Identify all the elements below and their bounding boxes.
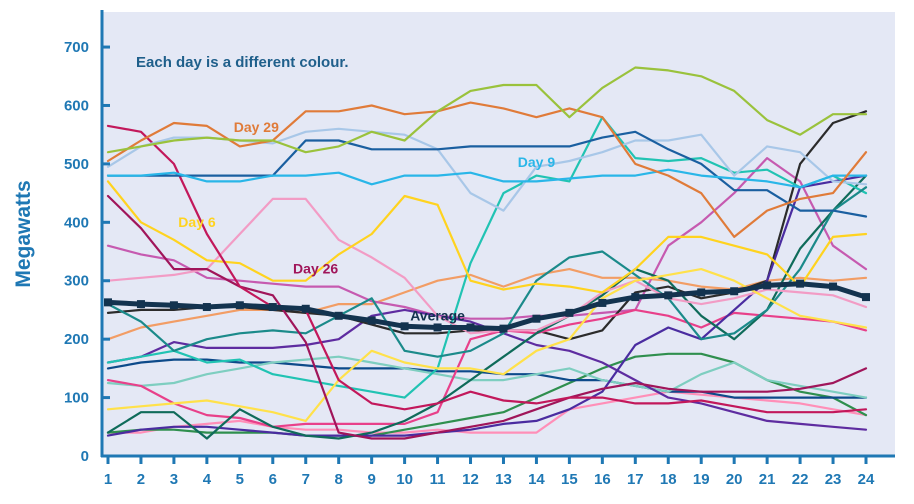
x-tick-label: 1 [104, 471, 112, 488]
series-line-13 [106, 174, 868, 440]
y-tick-label: 700 [64, 39, 89, 56]
average-marker [169, 301, 178, 310]
average-marker [598, 298, 607, 307]
average-marker [532, 314, 541, 323]
series-label-day-9: Day 9 [518, 154, 556, 170]
y-tick-label: 300 [64, 273, 89, 290]
average-marker [334, 311, 343, 320]
series-line-4 [106, 130, 868, 218]
average-marker [829, 282, 838, 291]
average-marker [433, 323, 442, 332]
average-line [105, 281, 869, 332]
x-tick-label: 14 [528, 471, 545, 488]
average-marker [466, 323, 475, 332]
x-tick-label: 13 [495, 471, 512, 488]
series-line-6 [106, 124, 868, 414]
series-line-18 [106, 157, 868, 320]
y-tick-label: 400 [64, 214, 89, 231]
series-label-average: Average [410, 307, 465, 323]
average-marker [202, 303, 211, 312]
x-tick-label: 23 [825, 471, 842, 488]
x-tick-label: 12 [462, 471, 479, 488]
x-tick-label: 17 [627, 471, 644, 488]
average-marker [796, 279, 805, 288]
average-marker [400, 322, 409, 331]
series-line-11 [106, 186, 868, 358]
average-marker [104, 298, 112, 307]
series-label-day-6: Day 6 [178, 214, 216, 230]
x-tick-label: 18 [660, 471, 677, 488]
chart-note: Each day is a different colour. [136, 54, 349, 71]
average-marker [499, 324, 508, 333]
series-label-day-26: Day 26 [293, 261, 338, 277]
average-marker [730, 287, 739, 296]
x-tick-label: 16 [594, 471, 611, 488]
series-line-14 [106, 174, 868, 437]
average-marker [268, 303, 277, 312]
average-marker [367, 316, 376, 325]
average-marker [136, 300, 145, 309]
x-tick-label: 3 [170, 471, 178, 488]
x-tick-label: 5 [236, 471, 244, 488]
x-tick-label: 21 [759, 471, 776, 488]
series-line-20 [106, 355, 868, 399]
x-tick-label: 7 [302, 471, 310, 488]
x-tick-label: 8 [335, 471, 343, 488]
x-tick-label: 24 [858, 471, 875, 488]
x-tick-label: 19 [693, 471, 710, 488]
y-tick-label: 200 [64, 331, 89, 348]
x-tick-label: 15 [561, 471, 578, 488]
y-tick-label: 600 [64, 97, 89, 114]
x-tick-label: 6 [269, 471, 277, 488]
series-line-9 [106, 268, 868, 422]
x-tick-label: 22 [792, 471, 809, 488]
series-line-21 [106, 358, 868, 399]
plot-background [102, 12, 895, 456]
series-line-2 [106, 101, 868, 238]
average-marker [763, 281, 772, 290]
average-marker [862, 293, 870, 302]
x-tick-label: 10 [396, 471, 413, 488]
average-marker [301, 304, 310, 313]
y-axis-title: Megawatts [12, 180, 35, 287]
x-tick-label: 11 [430, 471, 446, 488]
series-line-7 [106, 194, 868, 440]
average-marker [664, 291, 673, 300]
y-tick-label: 500 [64, 156, 89, 173]
x-tick-label: 4 [203, 471, 212, 488]
average-marker [631, 293, 640, 302]
average-marker [235, 301, 244, 310]
x-tick-label: 9 [367, 471, 375, 488]
series-line-3 [106, 168, 868, 189]
series-layer: Day 29 Day 9 Day 26 Day 6 Average [104, 66, 870, 440]
series-line-8 [106, 180, 868, 294]
y-tick-label: 0 [81, 448, 89, 465]
series-line-10 [106, 197, 868, 335]
series-line-1 [106, 66, 868, 154]
x-tick-label: 20 [726, 471, 743, 488]
y-tick-label: 100 [64, 390, 89, 407]
x-tick-label: 2 [137, 471, 145, 488]
average-marker [697, 288, 706, 297]
average-marker [565, 308, 574, 317]
series-label-day-29: Day 29 [234, 119, 279, 135]
series-line-15 [106, 308, 868, 428]
